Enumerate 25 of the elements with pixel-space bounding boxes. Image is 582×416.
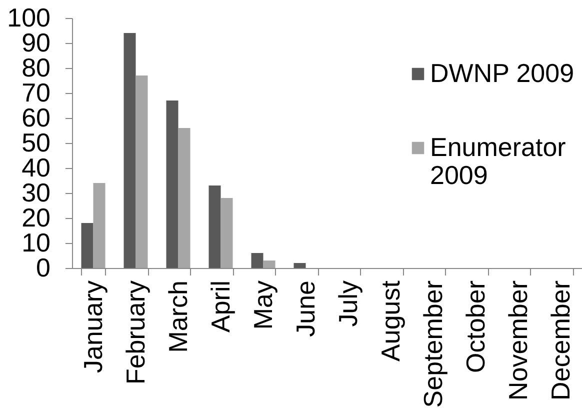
bar: [263, 260, 276, 268]
x-tick-label: August: [375, 280, 406, 362]
bar: [136, 76, 148, 268]
legend-label: Enumerator 2009: [430, 132, 566, 190]
legend-label: DWNP 2009: [430, 58, 574, 88]
bar: [208, 186, 221, 268]
bar: [93, 183, 106, 268]
x-tick-label: December: [545, 280, 576, 400]
x-tick-label: June: [290, 280, 320, 337]
bar: [294, 263, 306, 268]
bar: [166, 100, 178, 268]
bar: [178, 128, 190, 268]
x-tick-label: September: [418, 280, 448, 408]
bar: [124, 33, 136, 268]
x-tick-label: February: [120, 280, 150, 385]
bar: [220, 198, 233, 268]
x-tick-label: April: [205, 280, 236, 333]
x-tick-label: November: [502, 280, 533, 400]
bar: [251, 253, 264, 268]
x-tick-label: March: [162, 280, 193, 353]
bar: [81, 223, 94, 268]
x-tick-label: May: [248, 280, 278, 330]
x-tick-label: July: [332, 280, 363, 327]
x-tick-label: October: [460, 280, 490, 373]
x-tick-label: January: [78, 280, 108, 373]
